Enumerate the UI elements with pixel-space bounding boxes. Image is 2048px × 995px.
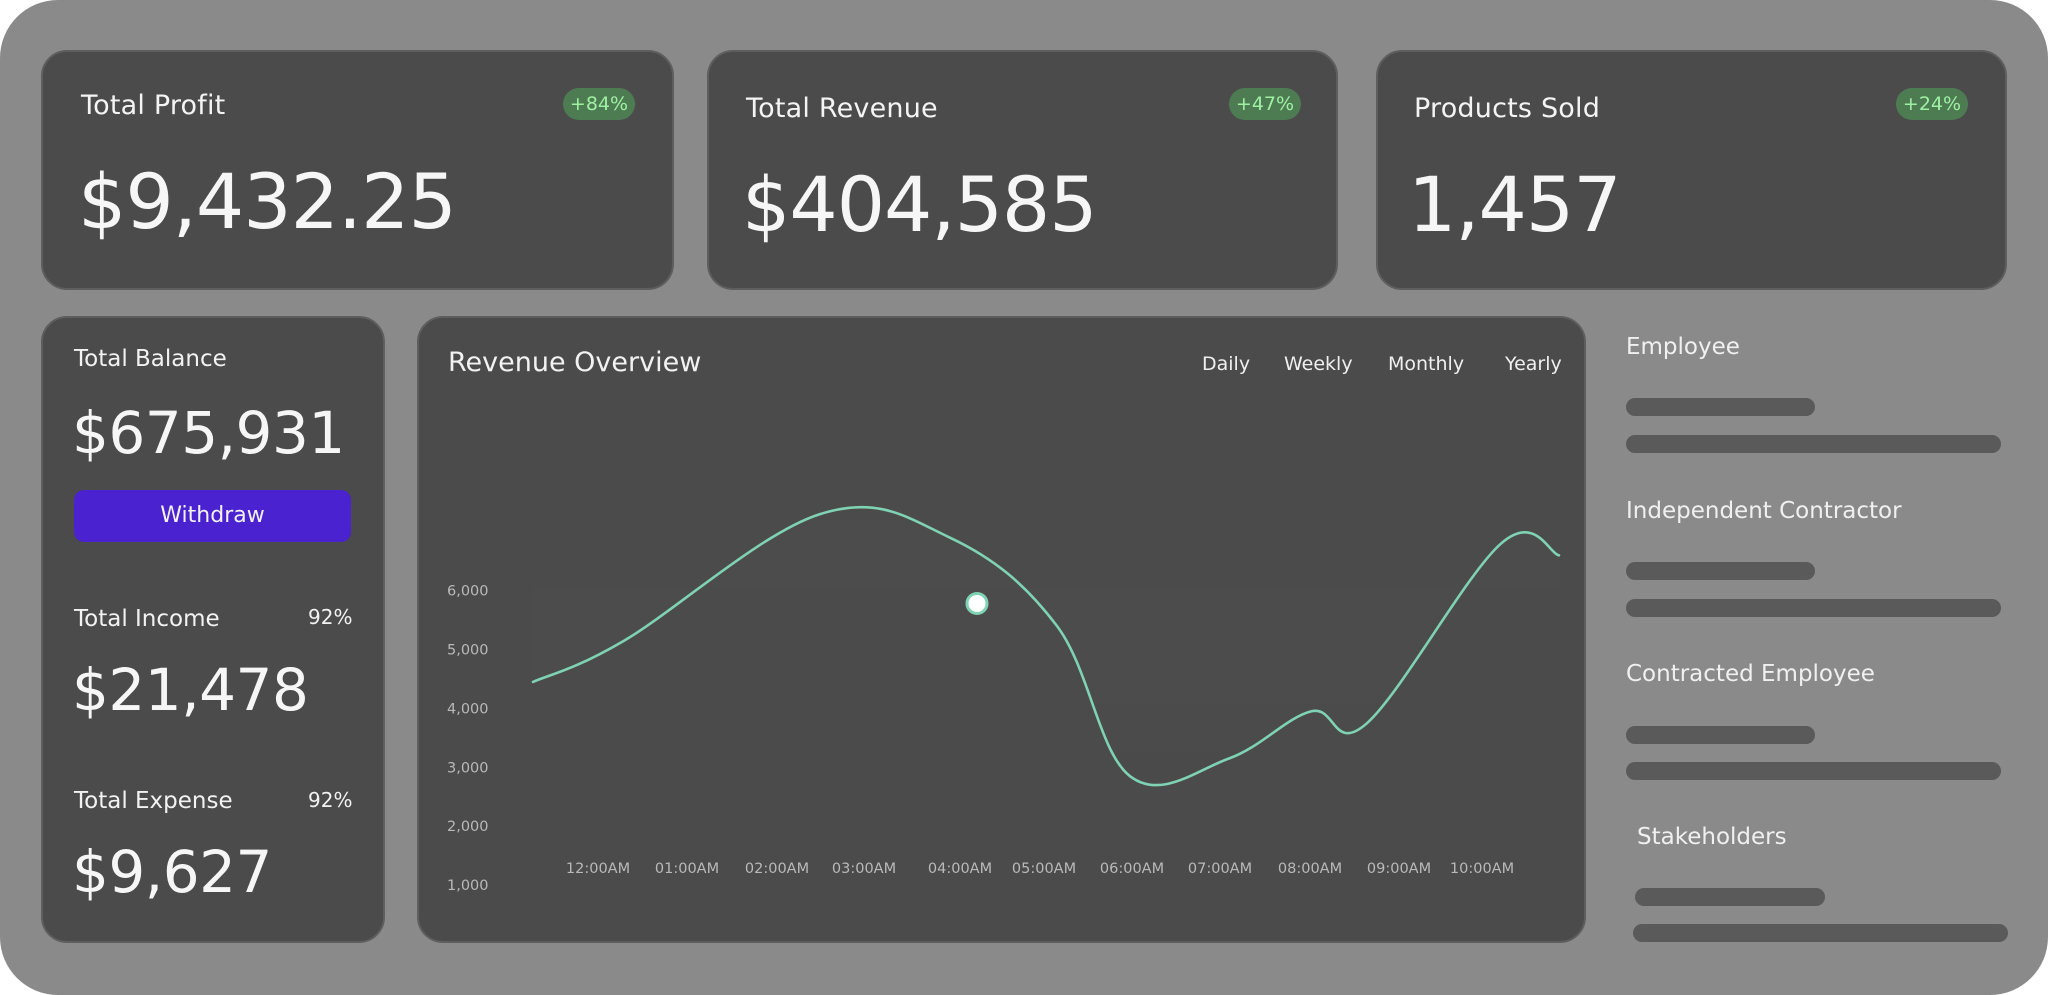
category-label-stakeholders: Stakeholders [1637,824,1787,850]
x-axis-tick-label: 07:00AM [1188,861,1252,877]
products-sold-badge: +24% [1896,88,1968,120]
employee-skeleton-bar-long [1626,435,2001,453]
products-sold-label: Products Sold [1414,93,1601,124]
independent-contractor-skeleton-bar-long [1626,599,2001,617]
total-profit-value: $9,432.25 [78,157,457,246]
y-axis-tick-label: 4,000 [447,701,489,717]
contracted-employee-skeleton-bar-short [1626,726,1815,744]
highlight-data-point[interactable] [965,591,989,615]
total-balance-label: Total Balance [74,346,227,372]
tab-yearly[interactable]: Yearly [1505,353,1562,375]
total-expense-value: $9,627 [72,838,272,906]
stakeholders-skeleton-bar-short [1635,888,1825,906]
total-profit-label: Total Profit [81,90,226,121]
category-label-independent-contractor: Independent Contractor [1626,498,1902,524]
tab-weekly[interactable]: Weekly [1284,353,1353,375]
total-revenue-label: Total Revenue [746,93,938,124]
contracted-employee-skeleton-bar-long [1626,762,2001,780]
x-axis-tick-label: 10:00AM [1450,861,1514,877]
employee-skeleton-bar-short [1626,398,1815,416]
x-axis-tick-label: 03:00AM [832,861,896,877]
revenue-area-shade [533,507,1559,786]
x-axis-tick-label: 04:00AM [928,861,992,877]
total-income-value: $21,478 [72,656,309,724]
balance-card [41,316,385,943]
products-sold-value: 1,457 [1408,160,1622,249]
total-profit-card [41,50,674,290]
total-income-label: Total Income [74,606,220,632]
total-revenue-card [707,50,1338,290]
x-axis-tick-label: 02:00AM [745,861,809,877]
total-expense-percent: 92% [308,788,353,812]
withdraw-button[interactable]: Withdraw [74,490,351,542]
x-axis-tick-label: 12:00AM [566,861,630,877]
y-axis-tick-label: 6,000 [447,584,489,600]
total-balance-value: $675,931 [72,399,345,467]
total-revenue-value: $404,585 [742,160,1098,249]
independent-contractor-skeleton-bar-short [1626,562,1815,580]
revenue-line-chart: 1,000 2,000 3,000 4,000 5,000 6,000 12:00AM 01… [447,505,1561,894]
category-label-employee: Employee [1626,334,1740,360]
y-axis-tick-label: 5,000 [447,643,489,659]
category-label-contracted-employee: Contracted Employee [1626,661,1875,687]
x-axis-tick-label: 08:00AM [1278,861,1342,877]
y-axis-tick-label: 2,000 [447,819,489,835]
x-axis-tick-label: 09:00AM [1367,861,1431,877]
x-axis-tick-label: 01:00AM [655,861,719,877]
total-income-percent: 92% [308,605,353,629]
total-revenue-badge: +47% [1229,88,1301,120]
total-profit-badge: +84% [563,88,635,120]
x-axis-tick-label: 05:00AM [1012,861,1076,877]
tab-daily[interactable]: Daily [1202,353,1251,375]
x-axis-tick-label: 06:00AM [1100,861,1164,877]
revenue-series-line [531,505,1561,787]
chart-title: Revenue Overview [448,347,702,378]
y-axis-tick-label: 1,000 [447,878,489,894]
tab-monthly[interactable]: Monthly [1388,353,1465,375]
stakeholders-skeleton-bar-long [1633,924,2008,942]
y-axis-tick-label: 3,000 [447,760,489,776]
total-expense-label: Total Expense [74,788,233,814]
